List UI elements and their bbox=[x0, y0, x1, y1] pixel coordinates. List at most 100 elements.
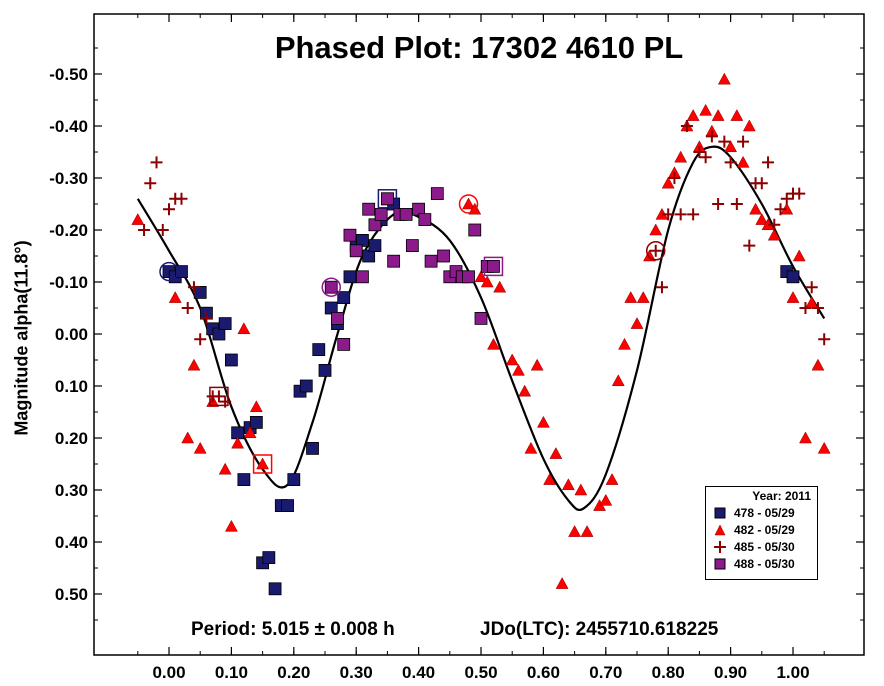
y-tick-label: 0.20 bbox=[55, 429, 88, 448]
data-point-triangle bbox=[462, 197, 475, 210]
data-point-triangle bbox=[543, 473, 557, 485]
data-point-triangle bbox=[561, 478, 575, 491]
data-point-square bbox=[356, 270, 369, 284]
data-point-triangle bbox=[730, 109, 744, 121]
y-tick-label: -0.50 bbox=[49, 65, 88, 84]
data-point-plus bbox=[762, 156, 775, 169]
data-point-triangle bbox=[724, 140, 738, 153]
data-point-triangle bbox=[468, 202, 482, 215]
data-point-plus bbox=[181, 302, 194, 314]
period-text: Period: 5.015 ± 0.008 h bbox=[191, 619, 395, 640]
data-point-square bbox=[462, 270, 475, 284]
data-point-square bbox=[237, 473, 251, 487]
data-point-triangle bbox=[749, 202, 762, 215]
triangle-marker-icon bbox=[714, 524, 726, 536]
data-point-triangle bbox=[636, 291, 650, 303]
y-tick-label: 0.30 bbox=[55, 481, 88, 500]
data-point-plus bbox=[774, 203, 787, 216]
data-point-plus bbox=[768, 218, 781, 231]
data-point-triangle bbox=[181, 431, 195, 444]
data-point-plus bbox=[699, 151, 712, 164]
data-point-triangle bbox=[755, 213, 769, 225]
data-point-plus bbox=[680, 120, 693, 132]
data-point-square bbox=[424, 254, 438, 268]
data-point-square bbox=[337, 337, 351, 351]
legend-label: 485 - 05/30 bbox=[734, 540, 795, 554]
highlight-box bbox=[209, 386, 229, 407]
data-point-triangle bbox=[487, 337, 500, 350]
data-point-triangle bbox=[611, 374, 625, 387]
y-tick-label: 0.40 bbox=[55, 533, 88, 552]
data-point-plus bbox=[718, 135, 731, 148]
data-point-triangle bbox=[131, 213, 145, 225]
square-marker-icon bbox=[714, 558, 726, 570]
plus-marker-icon bbox=[714, 541, 726, 553]
data-point-triangle bbox=[480, 275, 494, 288]
data-point-plus bbox=[200, 312, 213, 325]
data-point-square bbox=[175, 265, 188, 279]
data-point-triangle bbox=[624, 291, 638, 303]
data-point-triangle bbox=[699, 103, 713, 116]
x-tick-label: 0.40 bbox=[402, 663, 435, 682]
data-point-square bbox=[262, 551, 276, 564]
data-point-triangle bbox=[249, 400, 263, 413]
data-point-plus bbox=[805, 281, 818, 294]
data-point-triangle bbox=[231, 436, 245, 449]
data-point-triangle bbox=[193, 441, 207, 454]
data-point-square bbox=[430, 187, 444, 201]
data-point-plus bbox=[175, 192, 188, 205]
legend-label: 482 - 05/29 bbox=[734, 523, 795, 537]
legend-entry: 485 - 05/30 bbox=[706, 539, 817, 556]
data-point-triangle bbox=[224, 519, 238, 532]
legend-title: Year: 2011 bbox=[752, 489, 811, 503]
data-point-triangle bbox=[661, 176, 675, 189]
data-point-square bbox=[343, 270, 357, 284]
data-point-triangle bbox=[643, 249, 656, 262]
data-point-triangle bbox=[649, 223, 663, 236]
x-tick-label: 0.00 bbox=[152, 663, 185, 682]
data-point-triangle bbox=[717, 72, 731, 85]
data-point-plus bbox=[687, 208, 700, 221]
data-point-plus bbox=[780, 192, 793, 205]
data-point-plus bbox=[150, 156, 163, 169]
data-point-square bbox=[331, 311, 344, 325]
highlight-box bbox=[252, 454, 273, 474]
data-point-triangle bbox=[674, 150, 688, 163]
highlight-box bbox=[377, 189, 398, 209]
highlight-ring bbox=[159, 261, 179, 282]
x-tick-label: 1.00 bbox=[776, 663, 809, 682]
y-tick-label: -0.20 bbox=[49, 221, 88, 240]
y-tick-label: 0.10 bbox=[55, 377, 88, 396]
data-point-triangle bbox=[767, 228, 781, 241]
data-point-square bbox=[418, 213, 432, 227]
data-point-triangle bbox=[605, 473, 619, 485]
data-point-square bbox=[224, 353, 238, 367]
data-point-plus bbox=[194, 333, 207, 346]
data-point-plus bbox=[743, 239, 756, 252]
data-point-plus bbox=[724, 156, 737, 169]
data-point-plus bbox=[655, 281, 668, 294]
data-point-triangle bbox=[474, 270, 488, 283]
x-tick-label: 0.80 bbox=[652, 663, 685, 682]
y-tick-label: 0.00 bbox=[55, 325, 88, 344]
data-point-plus bbox=[793, 187, 806, 200]
data-point-plus bbox=[156, 224, 169, 236]
data-point-square bbox=[324, 280, 338, 294]
data-point-triangle bbox=[168, 291, 182, 303]
data-point-triangle bbox=[549, 447, 563, 459]
data-point-triangle bbox=[786, 291, 800, 303]
data-point-plus bbox=[649, 244, 662, 257]
data-point-square bbox=[249, 415, 263, 429]
legend: Year: 2011 478 - 05/29 482 - 05/29 485 -… bbox=[705, 486, 818, 580]
data-point-square bbox=[437, 249, 450, 263]
data-point-plus bbox=[818, 333, 831, 346]
data-point-square bbox=[405, 239, 419, 253]
data-point-triangle bbox=[512, 363, 525, 376]
data-point-square bbox=[786, 270, 800, 284]
data-point-square bbox=[343, 228, 357, 242]
data-point-triangle bbox=[536, 415, 550, 428]
data-point-triangle bbox=[817, 441, 831, 454]
data-point-plus bbox=[674, 208, 687, 221]
legend-entry: 482 - 05/29 bbox=[706, 522, 817, 539]
